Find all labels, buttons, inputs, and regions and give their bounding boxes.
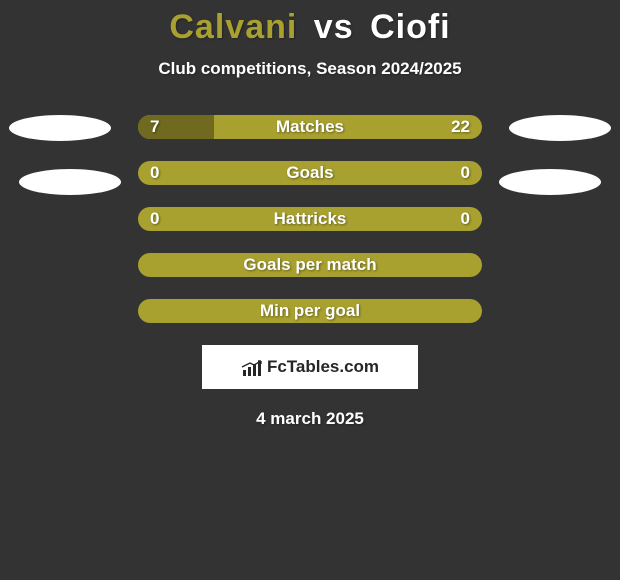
decor-ellipse-icon: [509, 115, 611, 141]
player2-name: Ciofi: [370, 8, 451, 46]
subtitle: Club competitions, Season 2024/2025: [0, 59, 620, 79]
player1-name: Calvani: [169, 8, 297, 46]
decor-ellipse-icon: [499, 169, 601, 195]
stat-label: Hattricks: [138, 209, 482, 229]
root-container: Calvani vs Ciofi Club competitions, Seas…: [0, 0, 620, 580]
logo-content: FcTables.com: [241, 357, 379, 377]
stat-right-value: 0: [461, 209, 470, 229]
stat-label: Goals: [138, 163, 482, 183]
stat-bar: 0Hattricks0: [138, 207, 482, 231]
logo-box: FcTables.com: [202, 345, 418, 389]
chart-icon: [241, 358, 263, 376]
stat-label: Matches: [138, 117, 482, 137]
logo-text: FcTables.com: [267, 357, 379, 377]
decor-ellipse-icon: [19, 169, 121, 195]
vs-text: vs: [314, 8, 354, 46]
stat-bar: 0Goals0: [138, 161, 482, 185]
stats-area: 7Matches220Goals00Hattricks0Goals per ma…: [0, 115, 620, 323]
stat-bar: 7Matches22: [138, 115, 482, 139]
stat-label: Min per goal: [138, 301, 482, 321]
stat-right-value: 22: [451, 117, 470, 137]
stats-bars: 7Matches220Goals00Hattricks0Goals per ma…: [138, 115, 482, 323]
stat-bar: Goals per match: [138, 253, 482, 277]
stat-right-value: 0: [461, 163, 470, 183]
decor-ellipse-icon: [9, 115, 111, 141]
stat-bar: Min per goal: [138, 299, 482, 323]
stat-label: Goals per match: [138, 255, 482, 275]
page-title: Calvani vs Ciofi: [0, 0, 620, 47]
date-text: 4 march 2025: [0, 409, 620, 429]
